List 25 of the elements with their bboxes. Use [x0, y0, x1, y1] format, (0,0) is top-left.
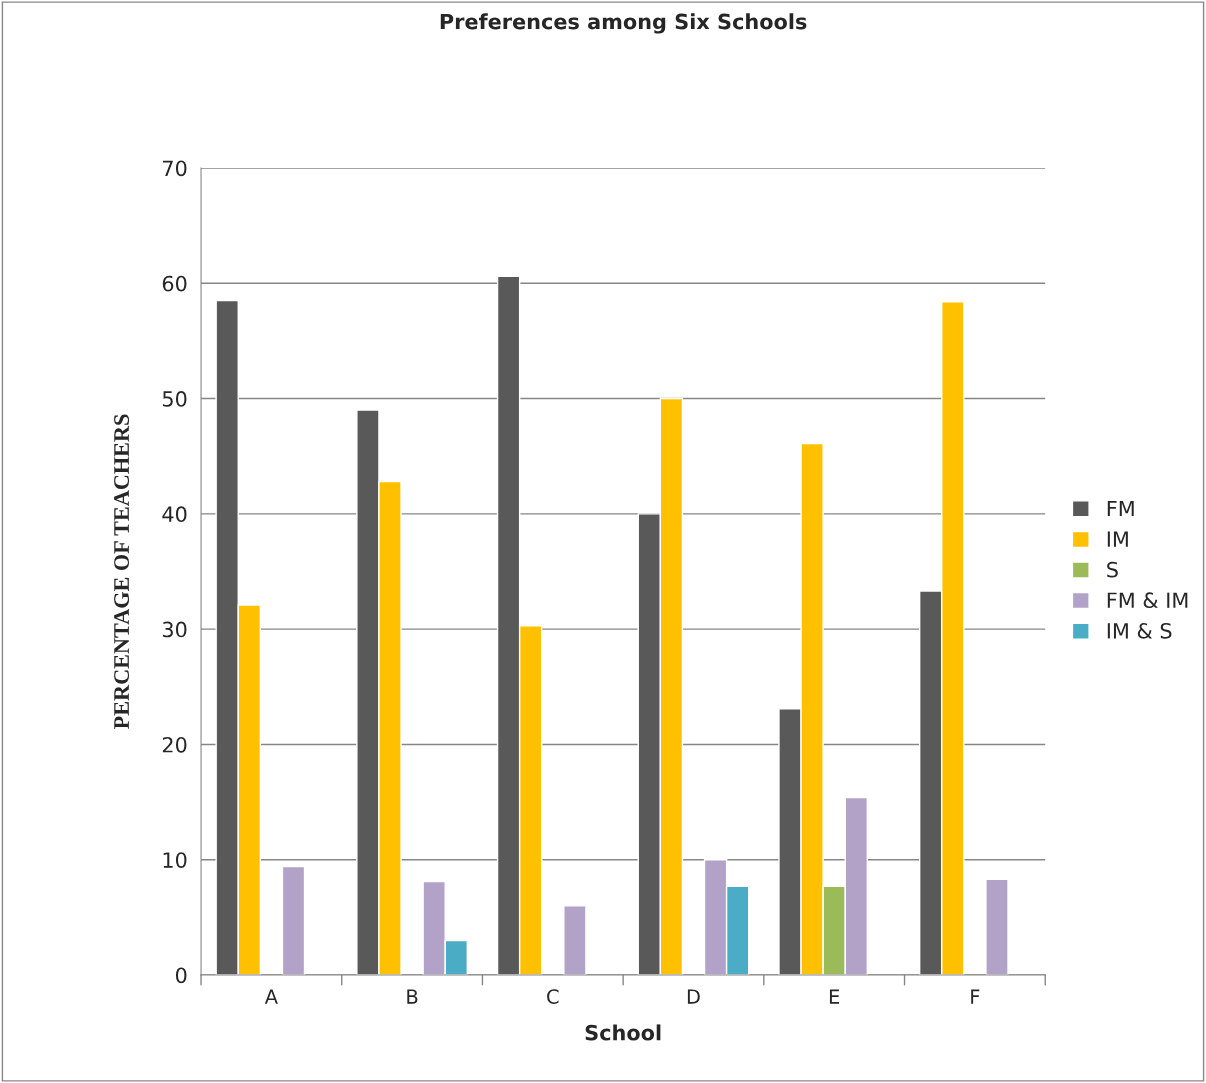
x-tick-label: B — [407, 989, 418, 1004]
y-tick-label: 60 — [162, 275, 187, 292]
legend-label: FM — [1107, 500, 1134, 517]
y-tick-label: 10 — [163, 852, 187, 868]
legend-label: S — [1107, 561, 1118, 578]
y-axis-title: PERCENTAGE OF TEACHERS — [114, 414, 130, 729]
x-axis-title: School — [585, 1024, 661, 1041]
bar — [281, 865, 306, 976]
x-tick-label: F — [971, 989, 980, 1004]
y-tick-label: 50 — [162, 391, 187, 407]
legend-label: IM — [1107, 531, 1128, 547]
y-tick-label: 40 — [162, 506, 187, 523]
bar — [985, 878, 1009, 976]
chart-title: Preferences among Six Schools — [440, 13, 807, 34]
y-tick-label: 20 — [162, 736, 187, 753]
x-tick-label: D — [687, 989, 700, 1004]
x-tick-label: A — [264, 989, 278, 1004]
y-tick-label: 70 — [163, 160, 187, 177]
legend-label: IM & S — [1107, 622, 1172, 639]
legend-label: FM & IM — [1107, 592, 1188, 609]
x-tick-label: E — [829, 989, 840, 1004]
y-tick-label: 30 — [162, 621, 187, 638]
bar — [563, 905, 587, 976]
y-tick-label: 0 — [175, 967, 187, 984]
x-tick-label: C — [547, 989, 559, 1004]
